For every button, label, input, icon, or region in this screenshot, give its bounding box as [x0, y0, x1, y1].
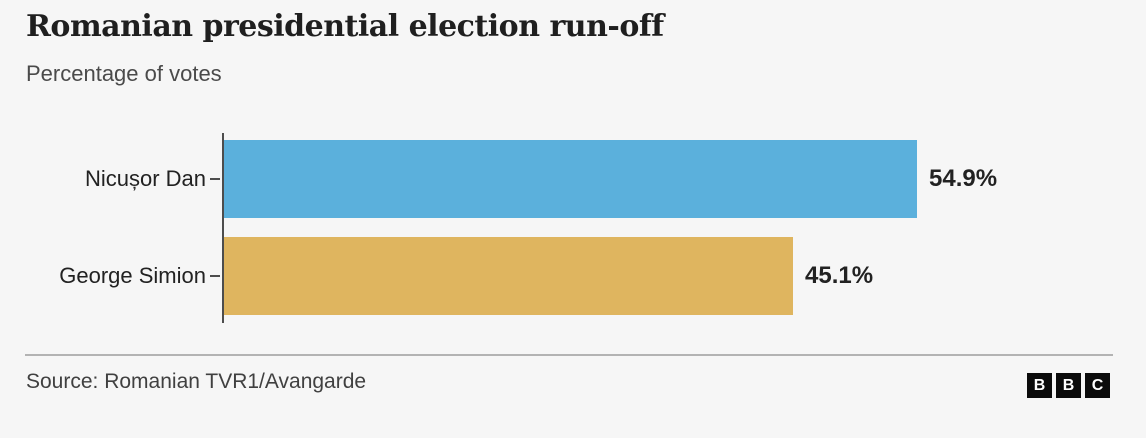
chart-title: Romanian presidential election run-off — [26, 9, 664, 44]
bar-plot: Nicușor Dan 54.9% George Simion 45.1% — [26, 133, 1120, 323]
bbc-logo-letter-b1: B — [1027, 373, 1052, 398]
source-text: Source: Romanian TVR1/Avangarde — [26, 370, 367, 393]
category-label: George Simion — [59, 263, 206, 288]
category-label: Nicușor Dan — [84, 166, 206, 191]
axis-tick — [210, 178, 220, 180]
bar — [224, 237, 793, 315]
bar — [224, 140, 917, 218]
y-axis-line — [222, 133, 224, 323]
bar-value-label: 45.1% — [805, 262, 874, 289]
bbc-logo: B B C — [1027, 373, 1110, 398]
bar-row: George Simion 45.1% — [26, 237, 1120, 315]
footer-divider — [25, 354, 1113, 356]
chart-subtitle: Percentage of votes — [26, 61, 222, 86]
bbc-logo-letter-b2: B — [1056, 373, 1081, 398]
bbc-logo-letter-c: C — [1085, 373, 1110, 398]
bar-row: Nicușor Dan 54.9% — [26, 140, 1120, 218]
axis-tick — [210, 275, 220, 277]
bar-value-label: 54.9% — [929, 165, 998, 192]
